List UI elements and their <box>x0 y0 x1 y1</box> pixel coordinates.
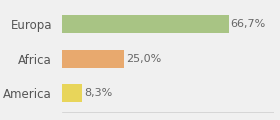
Text: 66,7%: 66,7% <box>231 19 266 29</box>
Text: 25,0%: 25,0% <box>126 54 162 64</box>
Bar <box>62 15 228 33</box>
Bar <box>62 50 124 68</box>
Bar <box>62 84 82 102</box>
Text: 8,3%: 8,3% <box>84 88 113 98</box>
